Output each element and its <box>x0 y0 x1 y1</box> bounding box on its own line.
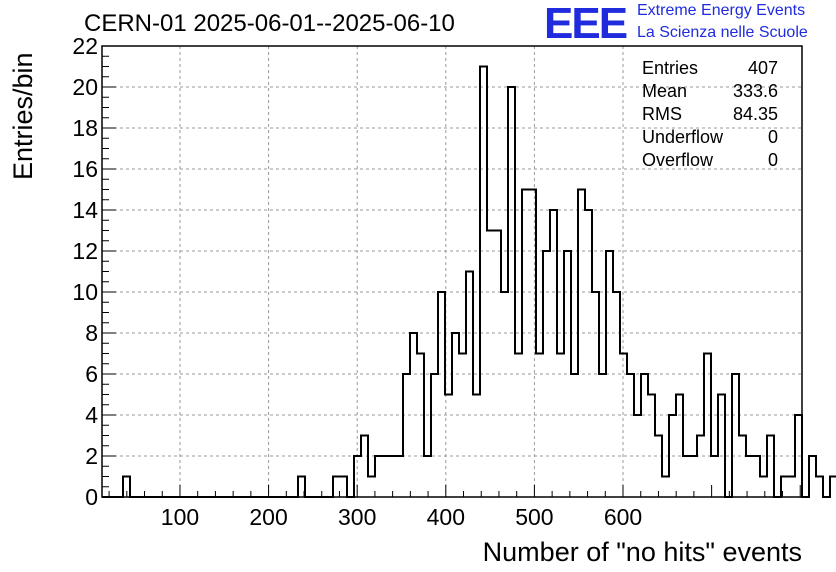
stats-key: Entries <box>642 58 699 78</box>
stats-key: RMS <box>642 104 682 124</box>
x-tick-label: 300 <box>338 504 376 530</box>
histogram-bin <box>557 354 564 498</box>
y-tick-label: 10 <box>72 279 98 305</box>
histogram-bin <box>746 456 753 497</box>
histogram-bin <box>627 374 634 497</box>
histogram-bin <box>466 272 473 498</box>
y-tick-label: 20 <box>72 74 98 100</box>
stats-value: 0 <box>767 127 778 147</box>
histogram-bin <box>529 190 536 498</box>
x-tick-label: 200 <box>249 504 287 530</box>
x-tick-label: 600 <box>604 504 642 530</box>
histogram-bin <box>459 354 466 498</box>
stats-key: Overflow <box>642 150 714 170</box>
histogram-bin <box>494 231 501 498</box>
histogram-bin <box>690 456 697 497</box>
histogram-bin <box>340 477 347 498</box>
histogram-bin <box>641 374 648 497</box>
histogram-bin <box>389 456 396 497</box>
stats-value: 407 <box>747 58 778 78</box>
y-tick-label: 16 <box>72 156 98 182</box>
y-tick-label: 12 <box>72 238 98 264</box>
histogram-bin <box>704 354 711 498</box>
histogram-bin <box>396 456 403 497</box>
histogram-bin <box>788 477 795 498</box>
histogram-bin <box>403 374 410 497</box>
x-tick-label: 500 <box>515 504 553 530</box>
stats-underflow: Underflow 0 <box>642 127 778 149</box>
x-tick-label: 100 <box>161 504 199 530</box>
stats-value: 333.6 <box>732 81 778 101</box>
y-axis-ticks: 0 2 4 6 8 10 12 14 16 18 20 22 <box>72 33 116 510</box>
histogram-bin <box>592 292 599 497</box>
histogram-bin <box>501 292 508 497</box>
histogram-bin <box>718 395 725 498</box>
x-axis-ticks: 100 200 300 400 500 600 <box>108 485 801 530</box>
y-tick-label: 22 <box>72 33 98 59</box>
x-tick-label: 400 <box>427 504 465 530</box>
y-tick-label: 14 <box>72 197 98 223</box>
histogram-bin <box>676 395 683 498</box>
histogram-bin <box>760 477 767 498</box>
y-axis-label: Entries/bin <box>8 52 38 180</box>
histogram-bin <box>480 67 487 498</box>
histogram-bin <box>473 395 480 498</box>
chart-title: CERN-01 2025-06-01--2025-06-10 <box>84 10 455 37</box>
histogram-bin <box>585 210 592 497</box>
histogram-bin <box>578 190 585 498</box>
histogram-bin <box>816 477 823 498</box>
y-tick-label: 18 <box>72 115 98 141</box>
stats-key: Mean <box>642 81 688 101</box>
histogram-bin <box>417 354 424 498</box>
histogram-bin <box>683 456 690 497</box>
histogram-bin <box>361 436 368 498</box>
y-tick-label: 4 <box>85 402 98 428</box>
histogram-bin <box>431 374 438 497</box>
histogram-bin <box>487 231 494 498</box>
histogram-bin <box>375 456 382 497</box>
histogram-bin <box>515 354 522 498</box>
grid-lines <box>102 46 802 497</box>
histogram-bin <box>522 190 529 498</box>
x-axis-label: Number of "no hits" events <box>482 537 802 567</box>
stats-mean: Mean 333.6 <box>642 81 778 103</box>
stats-key: Underflow <box>642 127 724 147</box>
histogram-bin <box>753 456 760 497</box>
histogram-bin <box>333 477 340 498</box>
logo-line-1: Extreme Energy Events <box>637 2 806 19</box>
histogram-bin <box>697 436 704 498</box>
histogram-bin <box>739 436 746 498</box>
stats-rms: RMS 84.35 <box>642 104 778 126</box>
histogram-bin <box>445 395 452 498</box>
histogram-bin <box>424 456 431 497</box>
y-tick-label: 0 <box>85 484 98 510</box>
histogram-bin <box>536 354 543 498</box>
histogram-bin <box>732 374 739 497</box>
logo-line-2: La Scienza nelle Scuole <box>637 24 808 41</box>
stats-overflow: Overflow 0 <box>642 150 778 172</box>
stats-value: 0 <box>767 150 778 170</box>
histogram-bin <box>599 374 606 497</box>
histogram-bin <box>613 292 620 497</box>
y-tick-label: 6 <box>85 361 98 387</box>
y-tick-label: 8 <box>85 320 98 346</box>
histogram-bin <box>655 436 662 498</box>
histogram-bin <box>809 456 816 497</box>
histogram-bin <box>767 436 774 498</box>
histogram-bin <box>368 477 375 498</box>
histogram-bin <box>648 395 655 498</box>
histogram-bin <box>438 292 445 497</box>
histogram-bin <box>571 374 578 497</box>
y-tick-label: 2 <box>85 443 98 469</box>
histogram-bin <box>382 456 389 497</box>
stats-value: 84.35 <box>732 104 778 124</box>
histogram-bin <box>550 210 557 497</box>
histogram-bin <box>662 477 669 498</box>
eee-logo: EEE <box>544 0 628 48</box>
stats-entries: Entries 407 <box>642 58 778 80</box>
